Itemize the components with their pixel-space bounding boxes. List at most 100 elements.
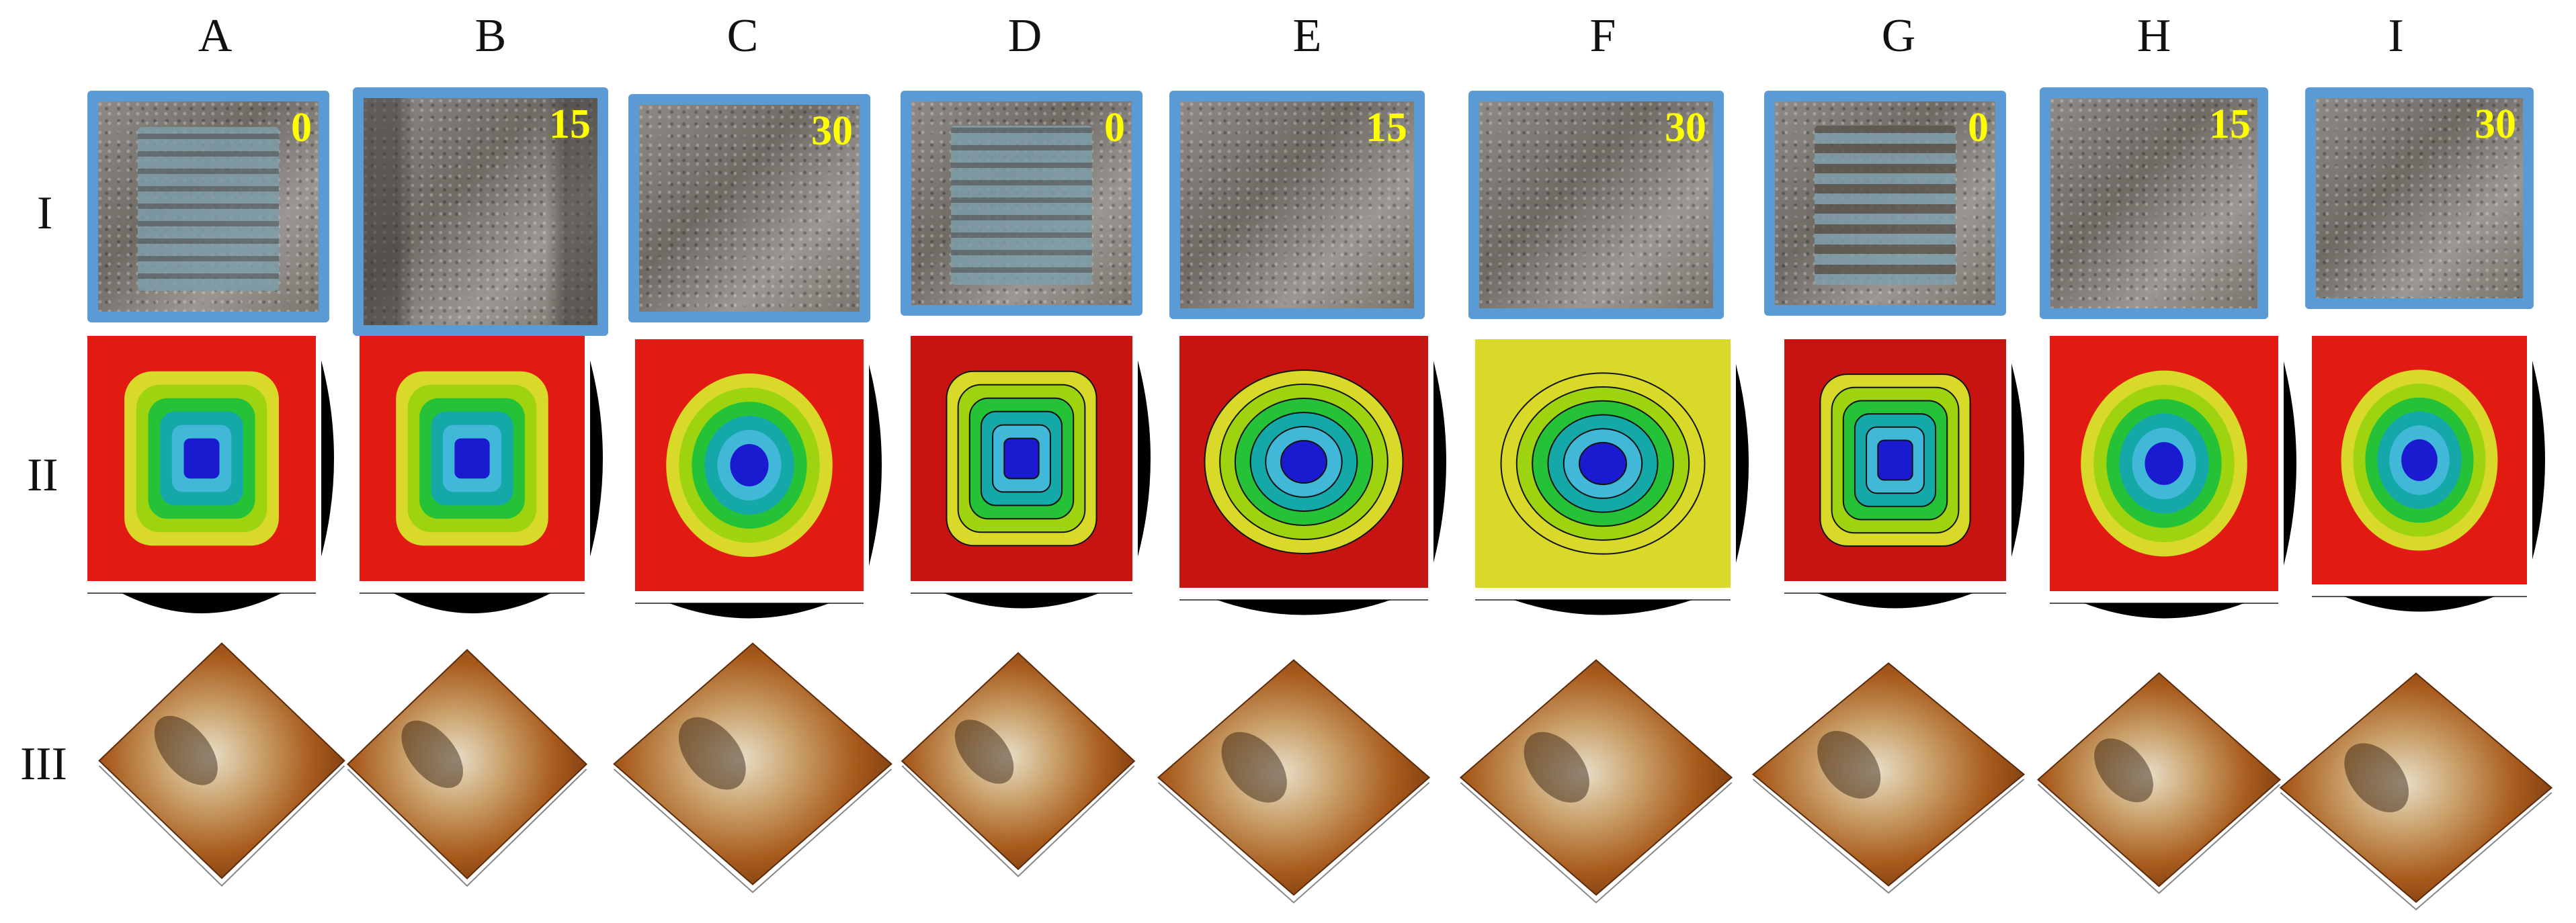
profile-curve xyxy=(2084,603,2244,619)
3d-surface-plot-G xyxy=(1751,662,2026,894)
column-label-A: A xyxy=(198,10,233,62)
plot-axes xyxy=(2037,783,2281,894)
soil-photo-G: 0 xyxy=(1764,91,2006,316)
contour-level xyxy=(454,438,490,479)
rut-shadow xyxy=(1524,732,1589,803)
profile-curve xyxy=(869,364,882,566)
depth-contour-map-E xyxy=(1179,336,1428,588)
profile-curve xyxy=(122,593,282,613)
vertical-depth-profile xyxy=(1434,361,1446,563)
profile-curve xyxy=(2344,597,2495,612)
profile-curve xyxy=(944,593,1099,609)
pass-count-badge: 0 xyxy=(1104,105,1125,150)
vertical-depth-profile xyxy=(1138,360,1151,557)
column-label-B: B xyxy=(474,10,507,62)
vertical-depth-profile xyxy=(1736,364,1749,563)
rut-shadow xyxy=(2094,738,2153,803)
rut-shadow xyxy=(401,720,464,788)
depth-contour-map-G xyxy=(1784,339,2006,581)
3d-surface-plot-B xyxy=(346,649,588,887)
column-label-G: G xyxy=(1881,10,1916,62)
contour-level xyxy=(730,444,769,486)
pass-count-badge: 15 xyxy=(1366,105,1407,150)
plot-axes xyxy=(1460,782,1733,904)
3d-surface-plot-E xyxy=(1157,659,1431,904)
plot-axes xyxy=(347,768,587,887)
profile-curve xyxy=(2532,361,2545,560)
contour-level xyxy=(183,438,220,479)
depth-contour-map-A xyxy=(87,336,316,581)
horizontal-depth-profile xyxy=(2312,596,2527,612)
profile-curve xyxy=(1736,364,1749,563)
tyre-tread-imprint xyxy=(1815,126,1956,285)
soil-texture xyxy=(1479,101,1713,308)
pass-count-badge: 0 xyxy=(1968,105,1989,150)
plot-axes xyxy=(98,765,345,887)
tyre-tread-imprint xyxy=(951,126,1092,285)
pass-count-badge: 30 xyxy=(811,108,853,154)
surface-plane xyxy=(1157,659,1431,896)
rut-shadow xyxy=(678,717,746,790)
vertical-depth-profile xyxy=(869,364,882,566)
column-label-H: H xyxy=(2136,10,2171,62)
horizontal-depth-profile xyxy=(1475,599,1731,615)
vertical-depth-profile xyxy=(2532,361,2545,560)
soil-texture xyxy=(2050,98,2257,308)
3d-surface-plot-D xyxy=(901,652,1136,877)
surface-plane xyxy=(2279,672,2553,904)
rut-imprint xyxy=(364,98,597,325)
soil-texture xyxy=(2316,98,2523,298)
profile-curve xyxy=(321,360,334,557)
column-label-D: D xyxy=(1007,10,1042,62)
surface-plane xyxy=(2036,672,2282,887)
horizontal-depth-profile xyxy=(87,592,316,613)
depth-contour-map-C xyxy=(635,339,864,591)
pass-count-badge: 0 xyxy=(291,105,312,150)
3d-surface-plot-A xyxy=(98,642,345,887)
soil-photo-E: 15 xyxy=(1169,91,1425,319)
row-label-II: II xyxy=(27,449,58,501)
rut-shadow xyxy=(2344,743,2409,813)
vertical-depth-profile xyxy=(590,360,603,557)
contour-level xyxy=(1280,440,1328,484)
soil-texture xyxy=(1180,101,1414,308)
surface-plane xyxy=(613,642,892,885)
column-label-E: E xyxy=(1292,10,1322,62)
profile-curve xyxy=(1138,360,1151,557)
surface-plane xyxy=(98,642,345,879)
contour-level xyxy=(2401,439,2438,482)
column-label-F: F xyxy=(1589,10,1616,62)
horizontal-depth-profile xyxy=(2050,603,2278,619)
horizontal-depth-profile xyxy=(1784,592,2006,609)
profile-curve xyxy=(1216,600,1391,615)
depth-contour-map-D xyxy=(911,336,1132,581)
horizontal-depth-profile xyxy=(1179,599,1428,615)
profile-curve xyxy=(1817,593,1973,609)
contour-level xyxy=(1579,441,1627,486)
rut-shadow xyxy=(1221,732,1287,803)
column-label-C: C xyxy=(726,10,759,62)
vertical-depth-profile xyxy=(321,360,334,557)
horizontal-depth-profile xyxy=(911,592,1132,609)
profile-curve xyxy=(393,593,551,613)
contour-level xyxy=(1877,439,1913,481)
depth-contour-map-H xyxy=(2050,336,2278,591)
soil-texture xyxy=(639,105,860,312)
soil-photo-D: 0 xyxy=(901,91,1142,316)
plot-axes xyxy=(1752,779,2025,894)
soil-photo-F: 30 xyxy=(1468,91,1724,319)
profile-curve xyxy=(590,360,603,557)
plot-axes xyxy=(901,765,1135,877)
rut-shadow xyxy=(954,719,1014,784)
3d-surface-plot-F xyxy=(1459,659,1733,904)
soil-photo-C: 30 xyxy=(628,94,870,322)
vertical-depth-profile xyxy=(2284,361,2296,566)
contour-level xyxy=(2145,442,2184,485)
soil-photo-A: 0 xyxy=(87,91,329,322)
profile-curve xyxy=(1434,361,1446,563)
pass-count-badge: 15 xyxy=(2209,101,2251,147)
rut-shadow xyxy=(1817,731,1881,799)
3d-surface-plot-C xyxy=(613,642,892,893)
soil-photo-I: 30 xyxy=(2305,87,2534,309)
row-label-III: III xyxy=(20,738,67,790)
